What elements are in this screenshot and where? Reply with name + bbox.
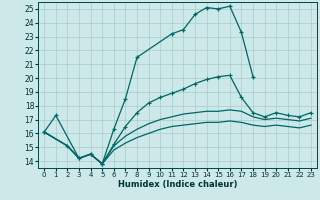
X-axis label: Humidex (Indice chaleur): Humidex (Indice chaleur) (118, 180, 237, 189)
